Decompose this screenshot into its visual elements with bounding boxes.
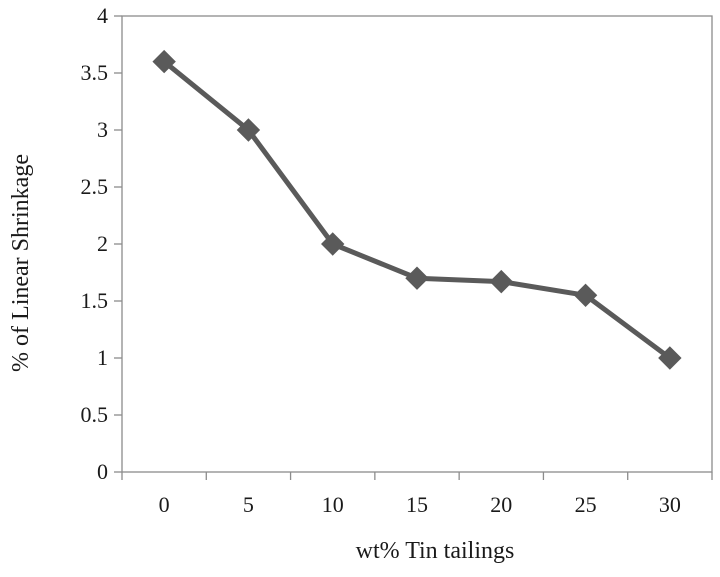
x-axis-ticks: 0 5 10 15 20 25 30 <box>121 472 713 517</box>
y-tick-label: 0 <box>97 459 108 484</box>
data-point <box>658 346 682 370</box>
data-point <box>573 283 598 308</box>
y-tick-label: 2.5 <box>81 174 109 199</box>
x-tick-label: 30 <box>659 492 681 517</box>
y-axis-title: % of Linear Shrinkage <box>8 154 34 372</box>
data-point <box>152 49 176 74</box>
y-axis-ticks: 0 0.5 1 1.5 2 2.5 3 3.5 4 <box>81 3 122 484</box>
x-tick-label: 0 <box>159 492 170 517</box>
x-tick-label: 25 <box>575 492 597 517</box>
y-tick-label: 0.5 <box>81 402 109 427</box>
x-tick-label: 10 <box>322 492 344 517</box>
plot-area <box>121 15 713 473</box>
data-point <box>489 269 513 294</box>
y-tick-label: 4 <box>97 3 108 28</box>
x-tick-label: 15 <box>406 492 428 517</box>
y-tick-label: 1 <box>97 345 108 370</box>
data-point <box>236 118 261 142</box>
y-tick-label: 3.5 <box>81 60 109 85</box>
y-tick-label: 2 <box>97 231 108 256</box>
data-point <box>405 266 429 290</box>
y-tick-label: 1.5 <box>81 288 109 313</box>
data-point <box>321 232 345 256</box>
y-tick-label: 3 <box>97 117 108 142</box>
x-axis-title: wt% Tin tailings <box>356 538 515 564</box>
x-tick-label: 20 <box>490 492 512 517</box>
series-layer <box>152 49 682 370</box>
x-tick-label: 5 <box>243 492 254 517</box>
